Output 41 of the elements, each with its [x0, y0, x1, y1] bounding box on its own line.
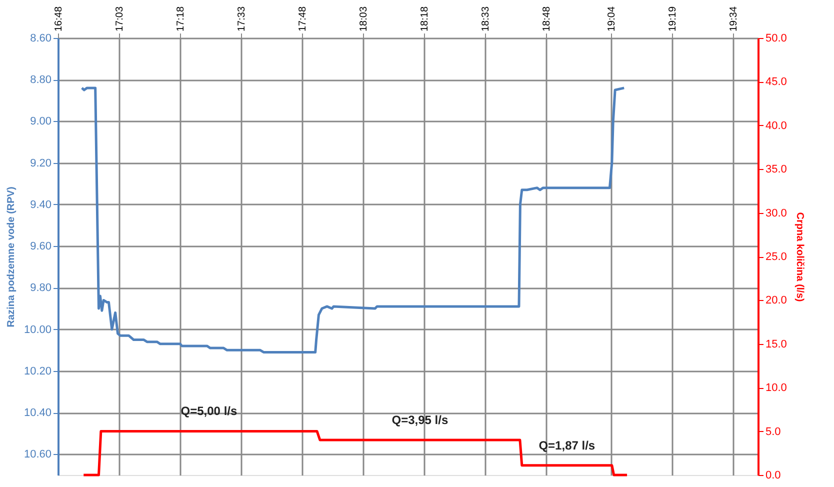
x-tick-label: 18:03 [358, 6, 370, 32]
y-tick-label: 10.40 [24, 407, 52, 420]
x-tick-label: 19:19 [667, 6, 678, 32]
annotation: Q=1,87 l/s [538, 438, 596, 452]
y-tick-label: 8.80 [30, 74, 52, 86]
y-tick-label: 8.60 [30, 32, 52, 44]
line-series [80, 86, 626, 354]
y2-tick-label: 25.0 [766, 251, 787, 263]
x-tick-label: 17:33 [236, 6, 248, 32]
x-tick-label: 18:18 [419, 6, 430, 32]
annotation: Q=3,95 l/s [392, 412, 448, 427]
x-tick-label: 18:48 [541, 6, 552, 32]
y-tick-label: 10.60 [24, 448, 52, 461]
x-tick-label: 19:04 [606, 6, 618, 32]
y2-tick-label: 0.0 [766, 470, 781, 482]
x-tick-label: 16:48 [54, 6, 64, 32]
y-axis-title: Razina podzemne vode (RPV) [6, 186, 17, 328]
y2-tick-label: 40.0 [766, 120, 787, 132]
y2-tick-label: 10.0 [766, 382, 787, 394]
annotation: Q=5,00 l/s [180, 404, 238, 418]
y2-tick-label: 5.0 [766, 426, 781, 438]
y2-axis-title: Crpna količina (l/s) [794, 212, 805, 302]
y-tick-label: 9.40 [30, 198, 52, 211]
y2-tick-label: 35.0 [766, 164, 787, 176]
y2-tick-label: 50.0 [766, 32, 787, 44]
y-tick-label: 9.00 [30, 116, 52, 128]
y2-tick-label: 30.0 [766, 207, 787, 220]
y2-tick-label: 15.0 [766, 338, 787, 350]
line-series [82, 430, 628, 476]
y-tick-label: 10.20 [24, 365, 52, 378]
x-tick-label: 18:33 [480, 6, 492, 32]
y2-tick-label: 45.0 [766, 76, 787, 88]
x-tick-label: 19:34 [728, 6, 740, 32]
x-tick-label: 17:48 [297, 6, 308, 32]
y-tick-label: 9.60 [30, 240, 52, 253]
x-tick-label: 17:03 [114, 6, 126, 32]
y2-tick-label: 20.0 [766, 294, 787, 307]
y-tick-label: 9.80 [30, 282, 52, 294]
y-tick-label: 9.20 [30, 157, 52, 170]
x-tick-label: 17:18 [175, 6, 186, 32]
y-tick-label: 10.00 [24, 324, 52, 336]
